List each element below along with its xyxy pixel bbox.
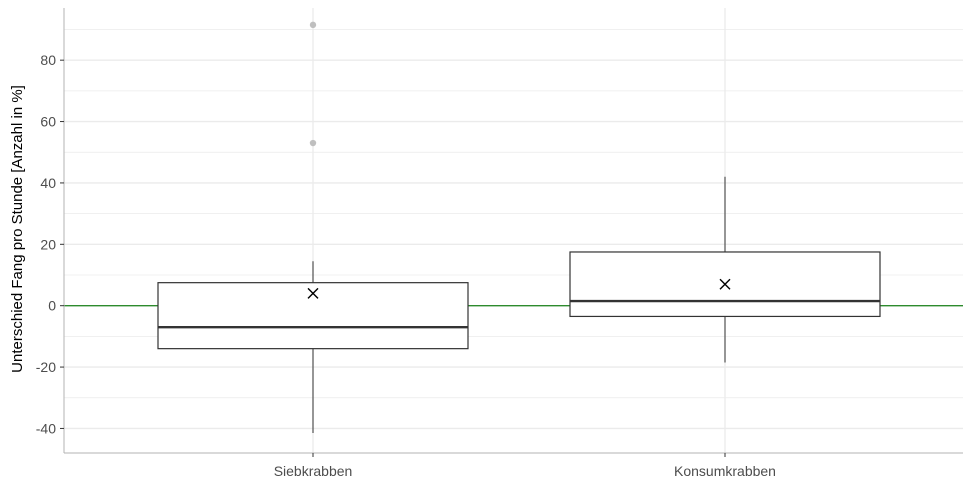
box-layer: [157, 21, 881, 434]
y-axis-title: Unterschied Fang pro Stunde [Anzahl in %…: [9, 85, 26, 373]
box-group-siebkrabben: [157, 21, 469, 434]
mean-marker: [307, 287, 319, 299]
x-tick-label: Siebkrabben: [274, 463, 353, 479]
y-tick-label: 0: [48, 298, 56, 314]
y-tick-label: 80: [40, 52, 56, 68]
y-tick-label: -40: [36, 420, 56, 436]
axis-layer: -40 -20 0 20 40 60 80 Siebkrabben Konsumkrabben: [36, 8, 963, 479]
outlier-point: [309, 139, 317, 147]
outlier-point: [309, 21, 317, 29]
box-group-konsumkrabben: [569, 176, 881, 363]
mean-marker: [719, 278, 731, 290]
y-tick-label: 20: [40, 236, 56, 252]
x-tick-label: Konsumkrabben: [674, 463, 776, 479]
y-tick-label: 40: [40, 175, 56, 191]
y-tick-label: -20: [36, 359, 56, 375]
y-tick-label: 60: [40, 114, 56, 130]
grid-layer: [64, 8, 963, 453]
